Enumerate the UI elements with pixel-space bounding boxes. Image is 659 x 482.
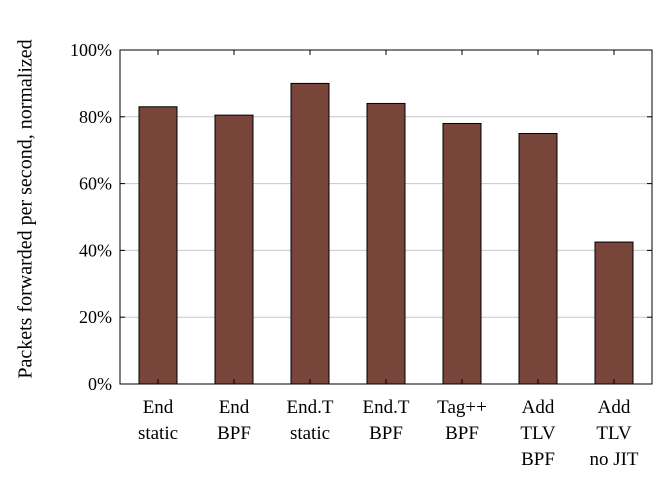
x-axis: End static End BPF End.T static End.T BPF Tag++ B…	[138, 50, 639, 470]
y-tick-label: 40%	[79, 240, 112, 260]
x-tick-label: Add TLV BPF	[520, 397, 555, 470]
x-tick-label: Add TLV no JIT	[589, 397, 638, 470]
bar	[290, 82, 330, 385]
y-tick-label: 20%	[79, 307, 112, 327]
bar	[366, 102, 406, 385]
bar	[214, 114, 254, 385]
y-tick-label: 0%	[88, 374, 112, 394]
bar	[518, 133, 558, 385]
x-tick-label: End.T BPF	[363, 397, 410, 444]
y-tick-label: 80%	[79, 107, 112, 127]
x-tick-label: End BPF	[217, 397, 251, 444]
y-tick-label: 60%	[79, 174, 112, 194]
bar	[442, 122, 482, 385]
y-tick-label: 100%	[70, 40, 112, 60]
y-axis: 0% 20% 40% 60% 80% 100%	[70, 40, 652, 394]
bar	[138, 106, 178, 385]
x-tick-label: End.T static	[287, 397, 334, 444]
x-tick-label: Tag++ BPF	[437, 397, 487, 444]
x-tick-label: End static	[138, 397, 178, 444]
y-axis-title: Packets forwarded per second, normalized	[15, 39, 37, 378]
bars	[138, 82, 634, 385]
bar	[594, 241, 634, 385]
